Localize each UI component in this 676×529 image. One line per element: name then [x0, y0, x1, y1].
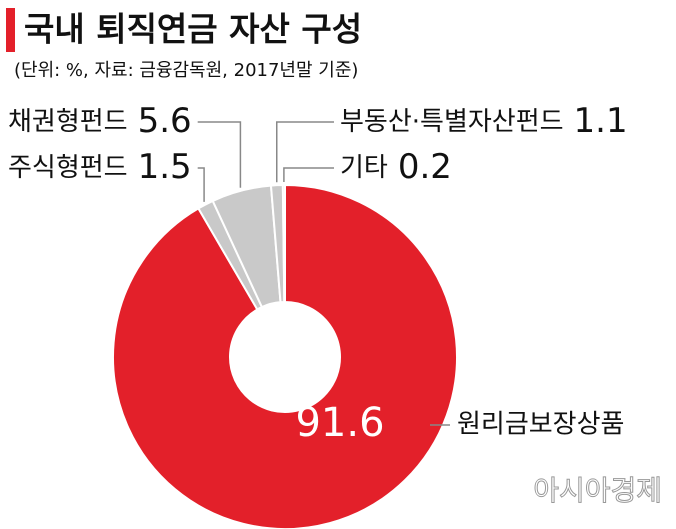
slice — [281, 183, 286, 304]
label: 부동산·특별자산펀드 1.1 — [340, 101, 628, 141]
value-label: 91.6 — [295, 400, 384, 446]
category-label: 기타 — [340, 153, 388, 183]
category-label: 원리금보장상품 — [457, 410, 624, 440]
value-label: 0.2 — [398, 147, 452, 187]
value-label: 1.1 — [574, 101, 628, 141]
label: 기타 0.2 — [340, 147, 452, 187]
leader-line — [197, 121, 242, 188]
leader-line — [283, 167, 334, 183]
title-bar — [6, 8, 15, 52]
category-label: 부동산·특별자산펀드 — [340, 107, 564, 137]
leader-line — [276, 121, 334, 183]
watermark: 아시아경제 — [533, 474, 662, 507]
category-label: 채권형펀드 — [8, 107, 128, 137]
leader-line — [197, 167, 205, 202]
value-label: 5.6 — [138, 101, 192, 141]
value-label: 1.5 — [138, 147, 192, 187]
label: 채권형펀드 5.6 — [8, 101, 192, 141]
chart-subtitle: (단위: %, 자료: 금융감독원, 2017년말 기준) — [14, 60, 358, 81]
slices — [112, 183, 458, 529]
chart-title: 국내 퇴직연금 자산 구성 — [24, 10, 362, 49]
category-label: 주식형펀드 — [8, 153, 128, 183]
slice — [112, 183, 458, 529]
label: 주식형펀드 1.5 — [8, 147, 192, 187]
